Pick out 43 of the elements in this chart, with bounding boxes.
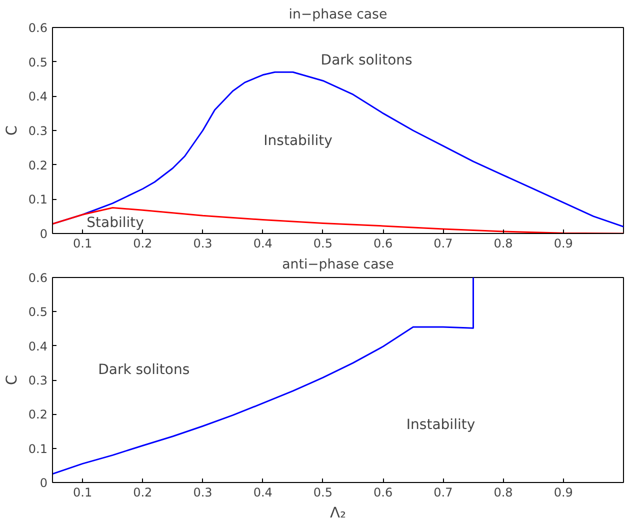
y-tick-label: 0.1	[28, 192, 48, 207]
annotation: Dark solitons	[98, 362, 190, 378]
y-tick-label: 0	[40, 476, 48, 490]
y-tick-label: 0.3	[28, 374, 48, 388]
x-tick-label: 0.9	[554, 236, 573, 250]
y-axis-title: C	[3, 125, 20, 136]
y-tick-label: 0.6	[28, 21, 48, 35]
y-tick-label: 0.4	[28, 90, 48, 104]
annotation: Instability	[264, 132, 332, 149]
x-axis-title: Λ₂	[330, 504, 346, 522]
y-tick-label: 0	[40, 227, 48, 241]
x-tick-label: 0.5	[313, 486, 333, 500]
x-tick-label: 0.7	[434, 486, 453, 500]
x-tick-label: 0.2	[133, 486, 152, 500]
y-tick-label: 0.1	[28, 442, 48, 456]
x-tick-label: 0.6	[374, 486, 393, 500]
x-tick-label: 0.3	[193, 486, 212, 500]
y-tick-label: 0.2	[28, 158, 48, 172]
x-tick-label: 0.8	[494, 486, 513, 500]
chart-title: anti−phase case	[282, 258, 394, 272]
x-tick-label: 0.6	[374, 236, 393, 250]
line-series	[52, 278, 474, 475]
x-tick-label: 0.3	[193, 236, 212, 250]
x-tick-label: 0.4	[253, 486, 272, 500]
x-tick-label: 0.2	[133, 236, 152, 250]
y-tick-label: 0.6	[28, 271, 48, 285]
y-tick-label: 0.2	[28, 408, 48, 422]
x-tick-label: 0.4	[253, 236, 272, 250]
annotation: Stability	[86, 215, 144, 232]
x-tick-label: 0.9	[554, 486, 573, 500]
y-tick-label: 0.5	[28, 305, 48, 320]
y-tick-label: 0.4	[28, 339, 48, 354]
annotation: Dark solitons	[320, 52, 412, 68]
y-axis-title: C	[3, 374, 20, 386]
x-tick-label: 0.7	[434, 236, 453, 250]
x-tick-label: 0.1	[73, 236, 92, 250]
x-tick-label: 0.5	[313, 236, 333, 250]
y-tick-label: 0.5	[28, 55, 48, 70]
x-tick-label: 0.8	[494, 236, 513, 250]
x-tick-label: 0.1	[73, 486, 92, 500]
chart-title: in−phase case	[288, 8, 388, 22]
annotation: Instability	[406, 417, 476, 434]
y-tick-label: 0.3	[28, 124, 48, 138]
